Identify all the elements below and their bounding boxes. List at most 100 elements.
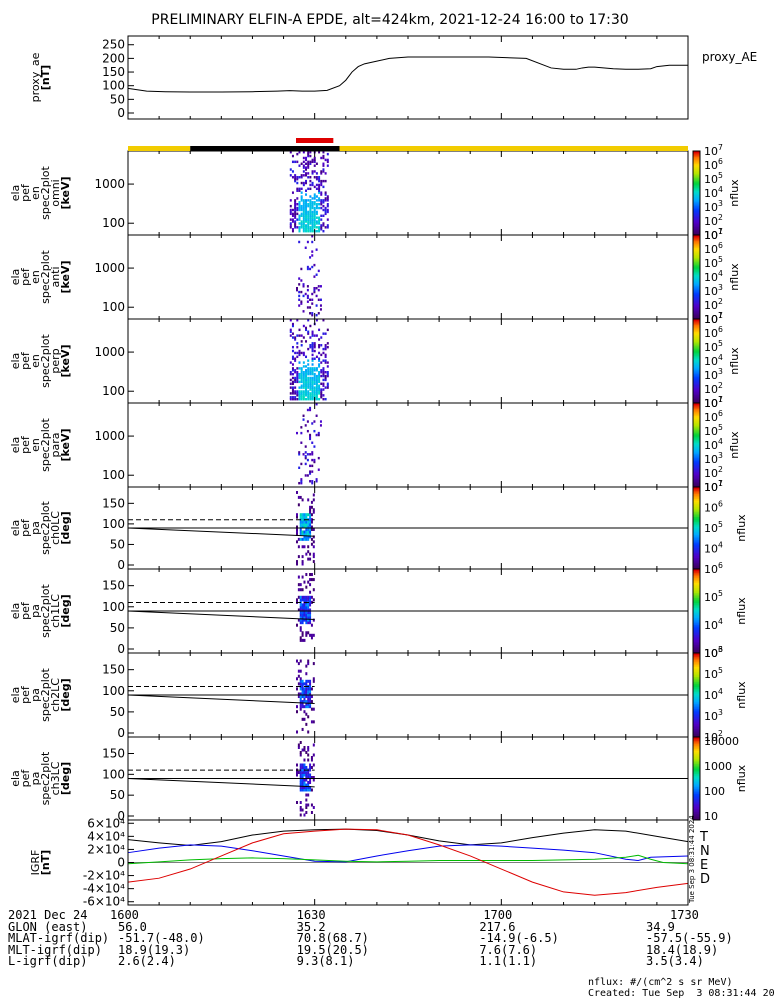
spectrogram-cell [297, 575, 300, 579]
colorbar-cell [693, 518, 700, 521]
spectrogram-cell [313, 290, 316, 294]
spectrogram-cell [302, 164, 305, 167]
colorbar-cell [693, 572, 700, 575]
spectrogram-cell [312, 806, 315, 809]
y-tick-label: 150 [102, 496, 125, 510]
spectrogram-cell [309, 557, 312, 561]
spectrogram-cell [291, 324, 294, 328]
spectrogram-cell [298, 228, 301, 231]
spectrogram-cell [302, 283, 305, 286]
spectrogram-cell [298, 218, 301, 221]
colorbar-cell [693, 151, 700, 153]
spectrogram-cell [302, 371, 305, 374]
colorbar-cell [693, 348, 700, 351]
colorbar-cell [693, 408, 700, 411]
spectrogram-cell [289, 328, 292, 332]
spectrogram-cell [304, 456, 307, 460]
y-tick-label: 1000 [94, 345, 125, 359]
colorbar-cell [693, 291, 700, 293]
colorbar-tick-label: 106 [704, 157, 723, 172]
colorbar-cell [693, 521, 700, 524]
spectrogram-cell [311, 376, 314, 380]
spectrogram-cell [311, 265, 314, 269]
spectrogram-cell [320, 371, 323, 374]
spectrogram-cell [311, 394, 314, 397]
colorbar-cell [693, 641, 700, 644]
colorbar-cell [693, 244, 700, 247]
y-axis-label-line: perp [49, 348, 62, 373]
y-tick-label: 1000 [94, 261, 125, 275]
spectrogram-cell [307, 226, 310, 229]
spectrogram-cell [317, 285, 320, 288]
spectrogram-cell [311, 451, 314, 454]
spectrogram-cell [313, 201, 316, 204]
spectrogram-cell [315, 187, 318, 191]
spectrogram-cell [300, 181, 303, 185]
y-axis-label-line: [deg] [59, 594, 72, 627]
spectrogram-cell [309, 613, 312, 617]
colorbar-cell [693, 528, 700, 531]
spectrogram-cell [322, 394, 325, 397]
y-axis-label-line: pef [19, 267, 32, 286]
y-axis-label-line: en [29, 270, 42, 284]
spectrogram-cell [312, 498, 315, 502]
spectrogram-cell [303, 717, 306, 721]
spectrogram-cell [296, 334, 299, 337]
colorbar-cell [693, 632, 700, 636]
colorbar-cell [693, 447, 700, 450]
spectrogram-cell [309, 603, 312, 607]
spectrogram-cell [305, 608, 308, 612]
spectrogram-cell [299, 523, 302, 527]
spectrogram-cell [306, 267, 309, 271]
spectrogram-cell [326, 210, 329, 214]
spectrogram-cell [313, 176, 316, 179]
spectrogram-cell [297, 588, 300, 592]
spectrogram-cell [309, 687, 312, 691]
spectrogram-cell [302, 376, 305, 380]
colorbar-cell [693, 152, 700, 155]
colorbar-cell [693, 706, 700, 709]
spectrogram-cell [299, 781, 302, 784]
spectrogram-cell [299, 687, 302, 691]
orbit-row-value: 1730 [670, 908, 699, 922]
spectrogram-cell [313, 210, 316, 214]
colorbar-cell [693, 246, 700, 249]
spectrogram-cell [305, 773, 308, 777]
colorbar-cell [693, 237, 700, 240]
spectrogram-cell [297, 771, 300, 774]
spectrogram-cell [303, 763, 306, 767]
spectrogram-cell [315, 394, 318, 397]
spectrogram-cell [303, 766, 306, 769]
spectrogram-cell [302, 203, 305, 206]
colorbar-cell [693, 488, 700, 491]
spectrogram-cell [303, 781, 306, 784]
colorbar-cell [693, 372, 700, 375]
spectrogram-cell [326, 361, 329, 364]
spectrogram-cell [311, 183, 314, 187]
spectrogram-cell [305, 203, 308, 206]
y-tick-label: 0 [117, 558, 125, 572]
spectrogram-cell [307, 187, 310, 191]
spectrogram-cell [303, 771, 306, 774]
colorbar-cell [693, 711, 700, 714]
spectrogram-cell [307, 228, 310, 231]
loss-cone-line [127, 778, 315, 788]
spectrogram-cell [298, 201, 301, 204]
colorbar-cell [693, 257, 700, 260]
spectrogram-cell [310, 520, 313, 524]
colorbar-cell [693, 195, 700, 198]
spectrogram-cell [301, 598, 304, 602]
spectrogram-cell [313, 275, 316, 278]
spectrogram-cell [305, 218, 308, 221]
spectrogram-cell [313, 345, 316, 349]
spectrogram-cell [298, 390, 301, 393]
panels-group: 050100150200250proxy_AEproxy_ae[nT]10010… [9, 35, 757, 909]
spectrogram-cell [319, 424, 322, 427]
spectrogram-cell [303, 682, 306, 686]
spectrogram-cell [315, 388, 318, 391]
